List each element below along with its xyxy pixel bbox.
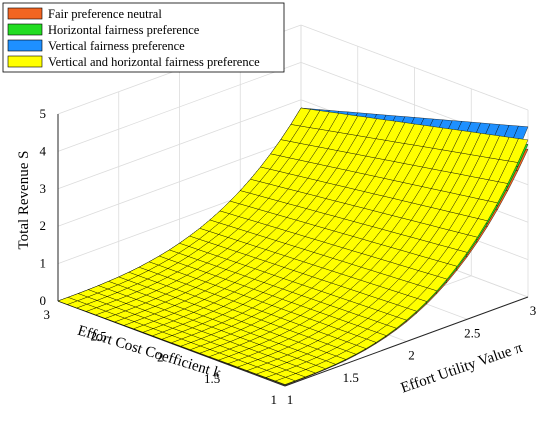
legend-label-3: Vertical and horizontal fairness prefere… bbox=[48, 55, 260, 69]
z-axis-title: Total Revenue S bbox=[16, 151, 32, 250]
axis-line bbox=[284, 296, 529, 387]
legend-swatch-2 bbox=[7, 39, 43, 52]
legend-entry: Vertical fairness preference bbox=[7, 39, 185, 53]
z-tick-label: 3 bbox=[40, 181, 47, 196]
y-tick-label: 1 bbox=[271, 392, 278, 407]
y-tick-label: 2.5 bbox=[91, 328, 107, 343]
legend-label-2: Vertical fairness preference bbox=[48, 39, 185, 53]
y-tick-label: 2 bbox=[157, 350, 164, 365]
z-tick-label: 2 bbox=[40, 218, 47, 233]
legend-entry: Horizontal fairness preference bbox=[7, 23, 200, 37]
surface-layer bbox=[57, 107, 529, 386]
tick-layer: 0 1 2 3 4 5 1 1.5 2 2.5 3 1 1.5 2 2.5 3 bbox=[40, 106, 537, 407]
legend-entry: Vertical and horizontal fairness prefere… bbox=[7, 55, 260, 69]
legend-swatch-1 bbox=[7, 23, 43, 36]
legend-label-0: Fair preference neutral bbox=[48, 7, 162, 21]
legend-swatch-3 bbox=[7, 55, 43, 68]
x-axis-title: Effort Utility Value π bbox=[399, 340, 525, 397]
surface-patch bbox=[508, 138, 529, 163]
x-tick-label: 2 bbox=[408, 348, 415, 363]
z-tick-label: 5 bbox=[40, 106, 47, 121]
surface-3 bbox=[57, 107, 529, 385]
legend-swatch-0 bbox=[7, 7, 43, 20]
y-tick-label: 1.5 bbox=[204, 371, 220, 386]
legend-box bbox=[2, 2, 285, 73]
legend-entry: Fair preference neutral bbox=[7, 7, 162, 21]
y-tick-label: 3 bbox=[44, 307, 51, 322]
z-tick-label: 1 bbox=[40, 256, 47, 271]
legend: Fair preference neutral Horizontal fairn… bbox=[2, 2, 285, 73]
legend-label-1: Horizontal fairness preference bbox=[48, 23, 200, 37]
x-tick-label: 2.5 bbox=[464, 325, 480, 340]
x-tick-label: 1 bbox=[287, 392, 294, 407]
x-tick-label: 3 bbox=[530, 303, 537, 318]
x-tick-label: 1.5 bbox=[343, 370, 359, 385]
z-tick-label: 0 bbox=[40, 293, 47, 308]
z-tick-label: 4 bbox=[40, 143, 47, 158]
